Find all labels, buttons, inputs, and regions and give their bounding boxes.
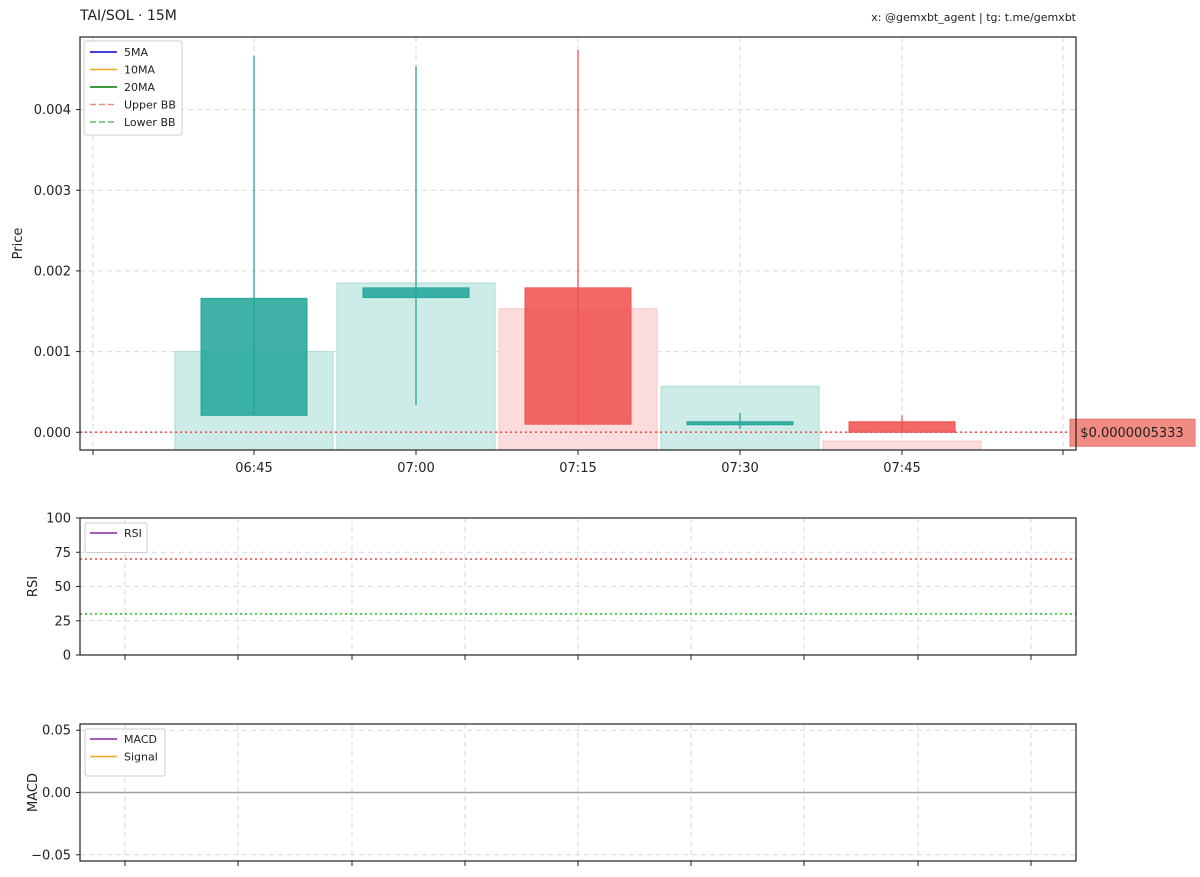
rsi-ytick-label: 100 [46,512,71,527]
candle-body [362,287,470,299]
price-legend: 5MA 10MA 20MA Upper BB Lower BB [83,40,183,136]
current-price-badge [1069,418,1196,447]
macd-ytick-label: 0.05 [42,724,71,739]
price-frame [79,36,1077,451]
legend-label: MACD [124,733,157,746]
legend-label: Upper BB [124,99,176,112]
macd-panel: −0.05 0.00 0.05 MACD MACD Signal [26,723,1077,866]
rsi-legend-box [84,522,148,553]
rsi-ytick-label: 50 [54,580,71,595]
price-xtick-label: 07:15 [559,461,596,476]
price-panel: 0.000 0.001 0.002 0.003 0.004 06:45 07:00 07:15… [11,36,1196,476]
rsi-legend: RSI [84,522,148,553]
price-xtick-label: 07:45 [883,461,920,476]
legend-label: 10MA [124,64,155,77]
price-ytick-label: 0.003 [34,184,71,199]
rsi-frame [79,517,1077,656]
candle-body [524,287,632,425]
rsi-ytick-label: 0 [63,649,71,664]
macd-axis-label: MACD [26,773,41,812]
candle-body [200,297,308,416]
macd-ytick-label: 0.00 [42,786,71,801]
legend-label: Signal [124,751,158,764]
current-price-label: $0.0000005333 [1080,426,1183,441]
price-ytick-label: 0.002 [34,264,71,279]
legend-label: 20MA [124,81,155,94]
macd-legend: MACD Signal [84,728,166,777]
price-ytick-label: 0.004 [34,103,71,118]
candle-body [848,421,956,433]
legend-label: RSI [124,527,142,540]
price-axis-label: Price [11,228,26,260]
price-xtick-label: 07:30 [721,461,758,476]
macd-ytick-label: −0.05 [31,848,71,863]
price-xtick-label: 07:00 [397,461,434,476]
macd-legend-box [84,728,166,777]
price-ytick-label: 0.000 [34,426,71,441]
rsi-axis-label: RSI [26,576,41,597]
legend-label: Lower BB [124,116,176,129]
volume-bar [822,440,982,450]
rsi-ytick-label: 75 [54,546,71,561]
macd-frame [79,723,1077,862]
legend-label: 5MA [124,46,148,59]
price-ytick-label: 0.001 [34,345,71,360]
price-xtick-label: 06:45 [235,461,272,476]
price-legend-box [83,40,183,136]
chart-credit: x: @gemxbt_agent | tg: t.me/gemxbt [871,11,1076,24]
chart-title: TAI/SOL · 15M [80,8,177,24]
rsi-panel: 0 25 50 75 100 RSI RSI [26,512,1077,664]
candle-body [686,421,794,426]
rsi-ytick-label: 25 [54,614,71,629]
